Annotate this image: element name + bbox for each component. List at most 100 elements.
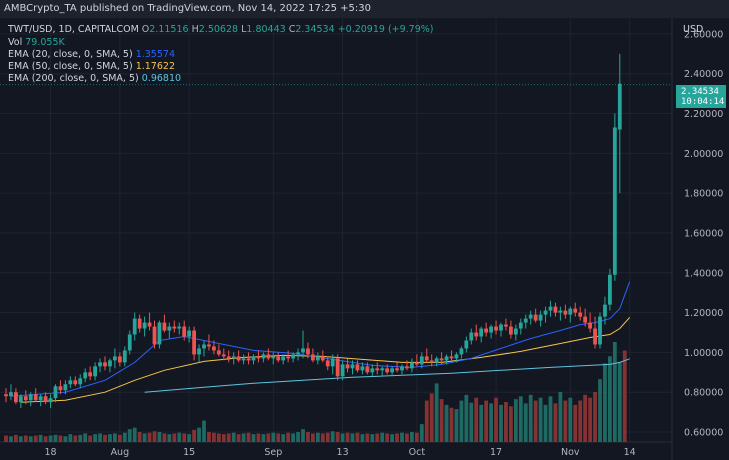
volume-bar	[286, 432, 291, 442]
candle-body	[513, 328, 518, 335]
volume-bar	[113, 433, 117, 442]
candle-body	[355, 364, 360, 371]
volume-bar	[88, 435, 93, 442]
last-price-text: 2.34534	[681, 87, 719, 97]
candle-body	[588, 322, 592, 329]
candle-body	[48, 398, 53, 403]
candle-body	[256, 356, 261, 359]
volume-bar	[58, 435, 63, 442]
volume-bar	[83, 433, 88, 442]
volume-bar	[122, 432, 127, 442]
candle-body	[88, 372, 93, 377]
symbol-legend: TWT/USD, 1D, CAPITALCOM O2.11516 H2.5062…	[8, 24, 434, 35]
ema200-line	[144, 358, 630, 393]
candle-body	[172, 326, 177, 329]
volume-bar	[385, 433, 390, 442]
volume-bar	[137, 432, 142, 442]
candle-body	[266, 354, 271, 359]
volume-bar	[375, 433, 380, 442]
volume-bar	[177, 432, 182, 442]
candle-body	[538, 314, 543, 321]
volume-bar	[152, 431, 157, 442]
candle-body	[182, 326, 187, 337]
volume-bar	[212, 432, 216, 442]
volume-bar	[617, 362, 622, 442]
volume-bar	[320, 433, 325, 442]
ema20-legend: EMA (20, close, 0, SMA, 5) 1.35574	[8, 49, 175, 60]
volume-bar	[28, 436, 33, 442]
volume-bar	[132, 427, 137, 442]
candle-body	[221, 354, 226, 357]
volume-bar	[429, 393, 434, 442]
candle-body	[320, 356, 325, 361]
volume-bar	[335, 432, 340, 442]
candle-body	[434, 358, 439, 363]
volume-bar	[172, 433, 177, 442]
volume-bar	[340, 433, 345, 442]
volume-bar	[167, 434, 172, 442]
countdown-text: 10:04:14	[681, 97, 725, 107]
candle-body	[251, 356, 256, 361]
candle-body	[335, 358, 340, 377]
candle-body	[53, 386, 58, 399]
high-value: 2.50628	[198, 24, 239, 35]
volume-bar	[63, 436, 68, 442]
candle-body	[370, 368, 375, 373]
ema50-line	[20, 317, 631, 403]
y-tick-label: 1.20000	[684, 308, 723, 319]
candle-body	[301, 348, 305, 353]
volume-bar	[73, 435, 78, 442]
y-tick-label: 2.40000	[684, 69, 723, 80]
candle-body	[286, 356, 291, 359]
candle-body	[212, 346, 216, 351]
volume-bar	[93, 434, 97, 442]
volume-bar	[117, 434, 122, 442]
candle-body	[122, 350, 127, 363]
candle-body	[152, 326, 157, 345]
candle-body	[489, 326, 493, 333]
volume-bar	[449, 407, 454, 442]
candle-body	[93, 366, 97, 377]
volume-bar	[543, 404, 548, 442]
candle-body	[23, 396, 28, 401]
candle-body	[523, 318, 528, 323]
volume-bar	[588, 397, 592, 442]
candle-body	[132, 318, 137, 335]
candle-body	[187, 330, 192, 337]
candle-body	[548, 306, 553, 311]
volume-bar	[454, 409, 459, 442]
volume-bar	[345, 432, 350, 442]
candle-body	[405, 366, 409, 369]
candle-body	[608, 274, 612, 305]
ema200-legend: EMA (200, close, 0, SMA, 5) 0.96810	[8, 73, 181, 84]
volume-bar	[98, 433, 102, 442]
candle-body	[281, 356, 286, 361]
volume-bar	[424, 400, 429, 442]
volume-bar	[14, 434, 18, 442]
candle-body	[202, 344, 206, 349]
candle-body	[127, 334, 132, 351]
candle-body	[98, 362, 102, 367]
volume-bar	[563, 400, 568, 442]
open-value: 2.11516	[149, 24, 189, 35]
candle-body	[424, 356, 429, 361]
volume-bar	[400, 432, 404, 442]
volume-bar	[410, 432, 414, 442]
x-tick-label: Sep	[264, 447, 282, 458]
candle-body	[241, 358, 246, 361]
volume-bar	[192, 429, 196, 442]
candle-body	[603, 304, 607, 317]
volume-bar	[315, 432, 320, 442]
candle-body	[68, 380, 73, 385]
volume-bar	[548, 396, 553, 442]
candle-body	[593, 328, 597, 345]
candle-body	[459, 348, 464, 355]
candle-body	[410, 362, 414, 369]
low-value: 1.80443	[246, 24, 286, 35]
candle-body	[261, 354, 266, 359]
volume-bar	[355, 432, 360, 442]
volume-bar	[509, 406, 513, 442]
candle-body	[340, 364, 345, 377]
volume-bar	[325, 432, 330, 442]
